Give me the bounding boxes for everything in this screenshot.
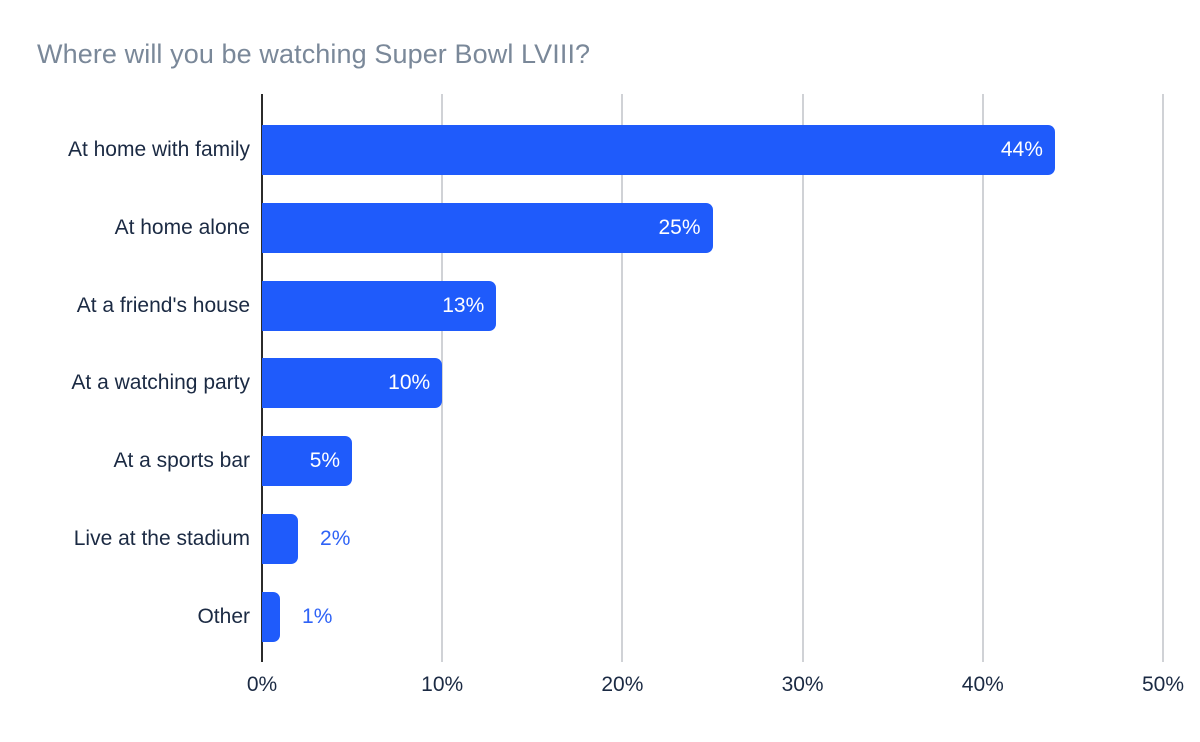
bar[interactable]: 25% xyxy=(262,202,713,253)
bar-value-label: 44% xyxy=(1000,138,1043,161)
bar[interactable]: 10% xyxy=(262,358,443,409)
y-axis-label: At a friend's house xyxy=(76,293,250,317)
x-axis-tick: 30% xyxy=(781,673,824,696)
x-axis-tick: 50% xyxy=(1141,673,1185,696)
chart-title: Where will you be watching Super Bowl LV… xyxy=(37,39,591,69)
y-axis-label: At home alone xyxy=(114,215,250,239)
x-axis-tick: 20% xyxy=(601,673,644,696)
y-axis-label: At home with family xyxy=(67,138,250,161)
bar-value-label: 25% xyxy=(658,215,701,239)
bar-value-label: 2% xyxy=(320,527,351,550)
bar[interactable] xyxy=(262,591,281,642)
gridline xyxy=(621,94,624,662)
bar-value-label: 1% xyxy=(302,604,333,628)
x-axis-tick: 10% xyxy=(421,673,464,696)
bar[interactable]: 5% xyxy=(262,436,353,487)
gridline xyxy=(981,94,984,662)
x-axis-tick: 0% xyxy=(246,673,278,696)
bar-value-label: 10% xyxy=(388,371,431,395)
bar[interactable]: 44% xyxy=(262,125,1055,175)
gridline xyxy=(441,94,444,662)
gridline xyxy=(1162,94,1164,662)
y-axis-label: Other xyxy=(197,604,250,628)
bar-value-label: 13% xyxy=(442,293,485,317)
y-axis-label: At a sports bar xyxy=(113,449,250,473)
gridline xyxy=(801,94,804,662)
y-axis-label: At a watching party xyxy=(71,371,250,395)
x-axis-tick: 40% xyxy=(961,673,1004,696)
bar[interactable]: 13% xyxy=(262,280,497,331)
bar-value-label: 5% xyxy=(309,449,341,473)
y-axis-label: Live at the stadium xyxy=(73,527,250,550)
plot-area: 44% 25% 13% 10% 5% 2% 1% xyxy=(262,94,1164,662)
bar[interactable] xyxy=(262,514,299,564)
